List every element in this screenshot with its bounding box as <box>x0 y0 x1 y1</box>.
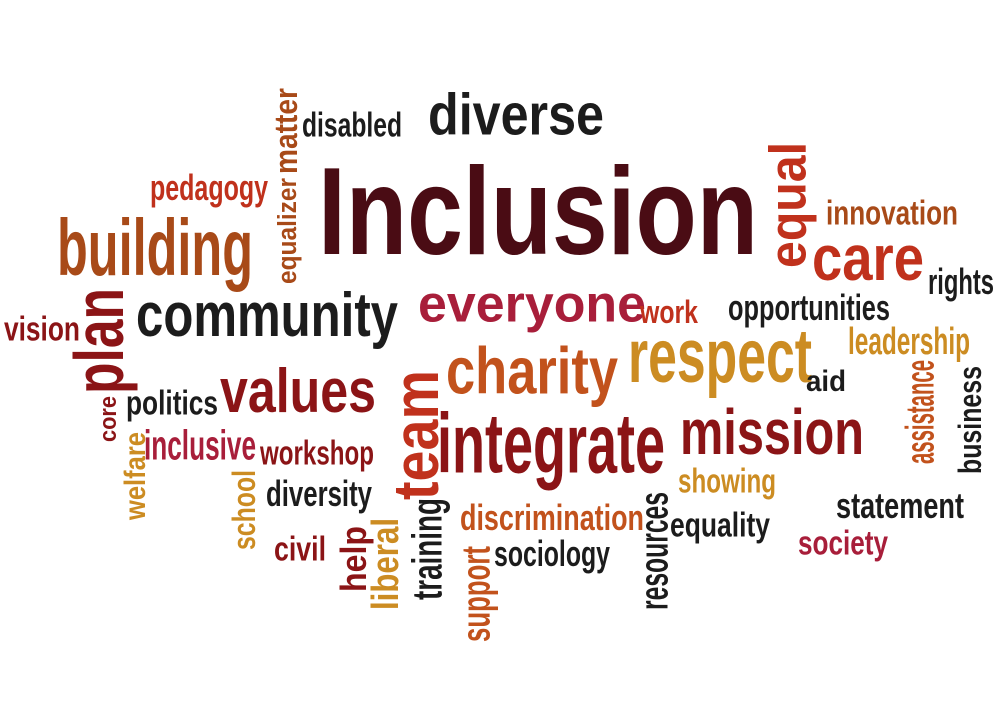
word-resources: resources <box>631 492 677 610</box>
word-matter: matter <box>268 88 304 174</box>
word-support: support <box>453 546 499 642</box>
word-respect: respect <box>628 313 812 399</box>
word-work: work <box>640 294 698 330</box>
word-diverse: diverse <box>428 82 604 148</box>
word-training: training <box>403 498 451 600</box>
word-core: core <box>94 396 122 442</box>
word-business: business <box>952 366 988 474</box>
word-liberal: liberal <box>363 518 407 610</box>
word-innovation: innovation <box>826 193 958 233</box>
word-civil: civil <box>274 529 326 569</box>
word-school: school <box>226 470 262 550</box>
word-values: values <box>220 356 376 426</box>
word-everyone: everyone <box>418 274 646 334</box>
word-diversity: diversity <box>266 473 372 515</box>
word-community: community <box>136 280 398 350</box>
word-vision: vision <box>4 309 80 349</box>
word-charity: charity <box>446 334 618 408</box>
word-workshop: workshop <box>260 433 374 473</box>
word-assistance: assistance <box>897 360 943 464</box>
word-care: care <box>812 222 924 294</box>
word-sociology: sociology <box>494 533 610 575</box>
word-pedagogy: pedagogy <box>150 167 268 209</box>
word-society: society <box>798 523 888 563</box>
word-leadership: leadership <box>848 319 970 363</box>
word-disabled: disabled <box>302 105 402 145</box>
word-welfare: welfare <box>118 432 152 520</box>
word-discrimination: discrimination <box>460 497 644 539</box>
word-inclusive: inclusive <box>144 421 256 469</box>
word-equal: equal <box>758 142 818 268</box>
word-inclusion: Inclusion <box>318 142 758 282</box>
word-equalizer: equalizer <box>272 178 302 284</box>
word-mission: mission <box>680 396 864 468</box>
word-statement: statement <box>836 485 964 527</box>
word-opportunities: opportunities <box>728 287 890 329</box>
word-politics: politics <box>126 383 218 423</box>
word-integrate: integrate <box>437 396 665 492</box>
word-showing: showing <box>678 461 776 501</box>
word-equality: equality <box>670 505 770 545</box>
word-building: building <box>57 203 253 293</box>
word-aid: aid <box>806 364 846 398</box>
word-rights: rights <box>928 261 994 303</box>
